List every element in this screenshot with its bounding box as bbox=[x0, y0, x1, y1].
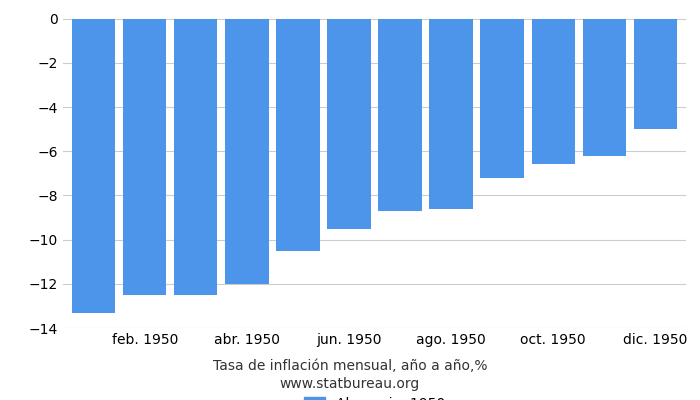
Bar bbox=[72, 19, 116, 312]
Legend: Alemania, 1950: Alemania, 1950 bbox=[298, 392, 451, 400]
Bar bbox=[531, 19, 575, 164]
Bar bbox=[276, 19, 320, 251]
Bar bbox=[225, 19, 269, 284]
Bar bbox=[328, 19, 371, 228]
Text: www.statbureau.org: www.statbureau.org bbox=[280, 377, 420, 391]
Bar bbox=[582, 19, 626, 156]
Bar bbox=[174, 19, 218, 295]
Bar bbox=[634, 19, 677, 129]
Text: Tasa de inflación mensual, año a año,%: Tasa de inflación mensual, año a año,% bbox=[213, 359, 487, 373]
Bar bbox=[123, 19, 167, 295]
Bar bbox=[378, 19, 421, 211]
Bar bbox=[480, 19, 524, 178]
Bar bbox=[429, 19, 472, 209]
